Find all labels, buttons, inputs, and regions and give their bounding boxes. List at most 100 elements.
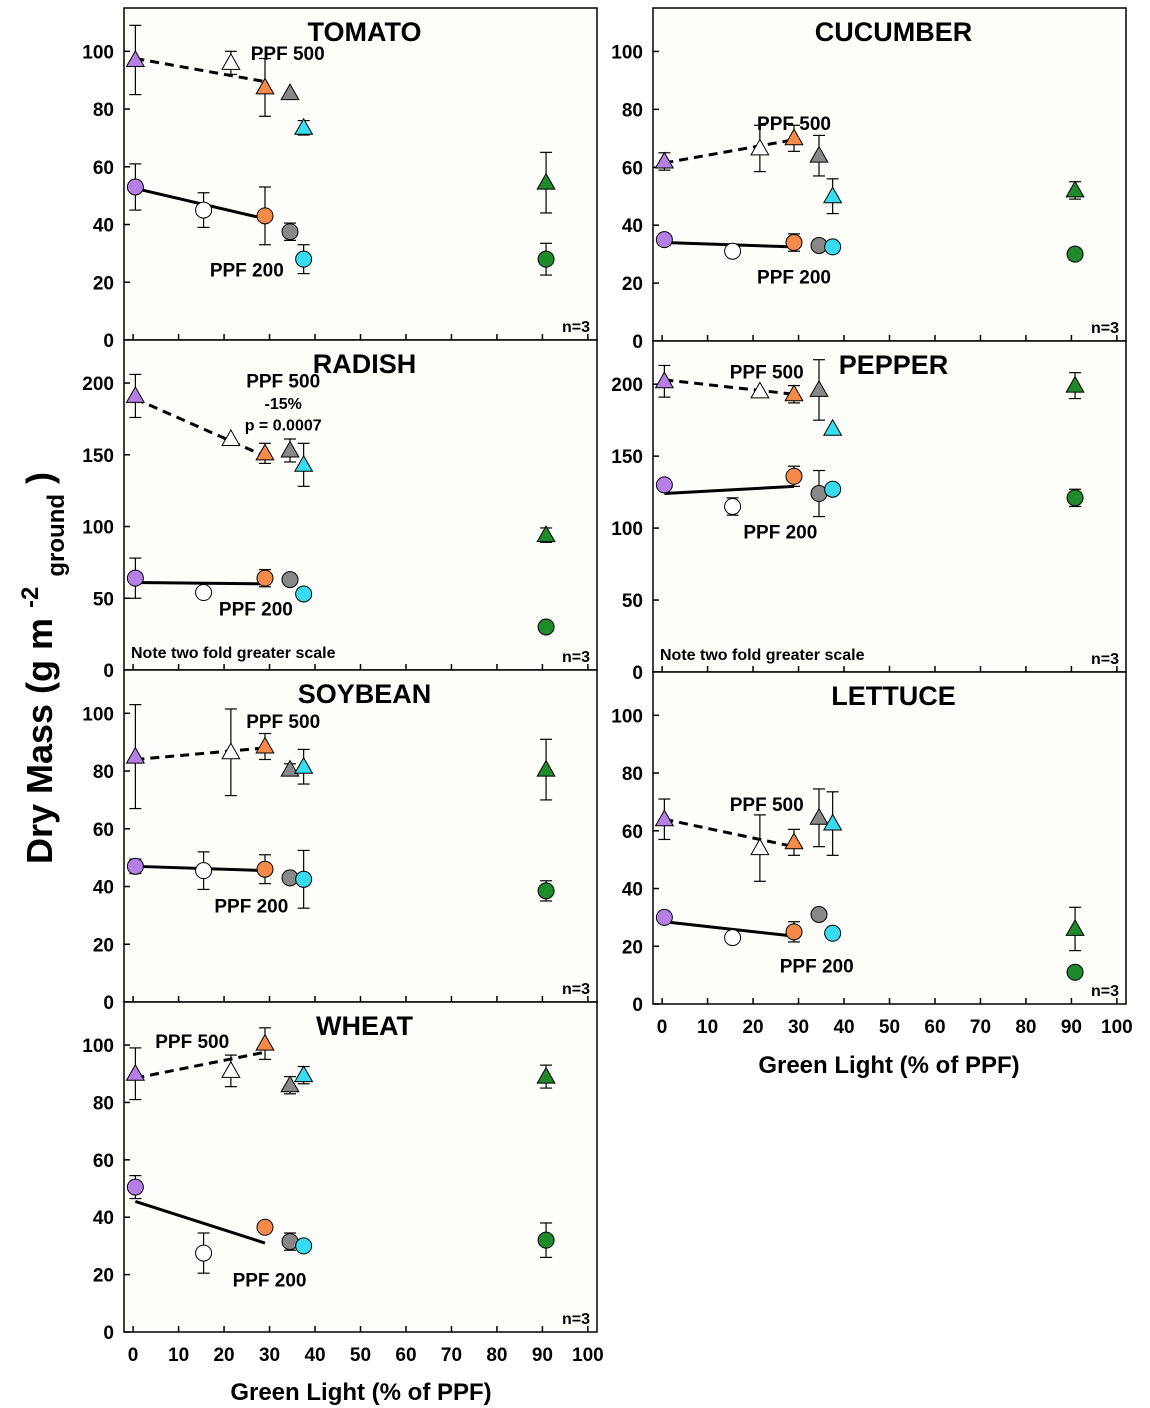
y-tick-label: 60 <box>93 158 114 179</box>
data-point-triangle <box>536 1066 556 1084</box>
plot-frame <box>123 7 598 341</box>
panel-cucumber: 0 20 40 60 80 100 CUCUMBER n=3 PPF 500 PPF 200 <box>611 7 1127 353</box>
data-point-circle <box>295 870 313 888</box>
panel-title: TOMATO <box>308 17 422 47</box>
y-axis-label-superscript: -2 <box>17 587 44 608</box>
y-tick-label: 0 <box>632 995 643 1016</box>
panel-title: PEPPER <box>839 350 949 380</box>
x-tick-label: 90 <box>532 1345 553 1366</box>
data-point-triangle <box>1065 918 1085 936</box>
data-point-circle <box>295 1237 313 1255</box>
data-point-circle <box>195 862 213 880</box>
y-tick-label: 200 <box>82 374 114 395</box>
y-tick-label: 50 <box>622 591 643 612</box>
data-point-triangle <box>221 742 241 760</box>
y-tick-label: 20 <box>93 1266 114 1287</box>
y-tick-label: 80 <box>93 1093 114 1114</box>
data-point-triangle <box>809 807 829 825</box>
annotation-label: PPF 200 <box>219 600 293 621</box>
annotation-label: p = 0.0007 <box>245 418 322 435</box>
x-tick-label: 80 <box>1015 1017 1036 1038</box>
data-point-triangle <box>750 838 770 856</box>
x-tick-label: 0 <box>128 1345 139 1366</box>
data-point-triangle <box>255 736 275 754</box>
data-point-circle <box>724 498 742 515</box>
n-label: n=3 <box>562 319 590 336</box>
data-point-triangle <box>125 1063 146 1081</box>
data-point-circle <box>126 178 144 196</box>
data-point-circle <box>824 238 842 256</box>
x-tick-label: 20 <box>213 1345 234 1366</box>
y-tick-label: 40 <box>93 216 114 237</box>
plot-frame <box>123 339 598 671</box>
fit-line-ppf-500 <box>664 138 795 165</box>
panel-title: LETTUCE <box>831 681 956 711</box>
data-point-triangle <box>822 186 843 204</box>
n-label: n=3 <box>562 649 590 666</box>
data-point-triangle <box>822 418 843 436</box>
plot-frame <box>652 7 1127 342</box>
annotation-label: PPF 200 <box>757 267 831 288</box>
y-tick-label: 100 <box>82 42 114 63</box>
annotation-label: PPF 500 <box>246 712 320 733</box>
annotation-label: PPF 500 <box>246 372 320 393</box>
y-tick-label: 60 <box>93 1151 114 1172</box>
panel-tomato: 0 20 40 60 80 100 TOMATO n=3 PPF 500 PPF 200 <box>82 7 598 352</box>
plot-frame <box>123 1001 598 1333</box>
x-tick-label: 40 <box>304 1345 325 1366</box>
data-point-circle <box>724 929 742 947</box>
data-point-circle <box>1066 963 1084 981</box>
x-tick-label: 90 <box>1061 1017 1082 1038</box>
y-axis-label-subscript: ground <box>43 494 70 577</box>
fit-line-ppf-500 <box>134 397 266 458</box>
data-point-circle <box>281 223 299 241</box>
annotation-label: PPF 200 <box>780 956 854 977</box>
n-label: n=3 <box>562 981 590 998</box>
n-label: n=3 <box>562 1311 590 1328</box>
y-tick-label: 0 <box>103 661 114 682</box>
plot-frame <box>652 671 1127 1005</box>
data-point-circle <box>537 250 555 268</box>
x-tick-label: 70 <box>970 1017 991 1038</box>
data-point-circle <box>295 250 313 268</box>
fit-line-ppf-500 <box>664 378 795 396</box>
y-tick-label: 100 <box>82 704 114 725</box>
data-point-circle <box>537 618 555 636</box>
panel-title: WHEAT <box>316 1011 413 1041</box>
annotation-label: PPF 500 <box>251 44 325 65</box>
panel-radish: 0 50 100 150 200 RADISH n=3 Note two fold great… <box>82 339 598 682</box>
annotation-label: PPF 200 <box>233 1270 307 1291</box>
annotation-label: -15% <box>265 396 302 413</box>
panel-title: SOYBEAN <box>298 679 432 709</box>
scale-note: Note two fold greater scale <box>660 647 865 664</box>
y-tick-label: 20 <box>622 937 643 958</box>
annotation-label: PPF 500 <box>155 1032 229 1053</box>
data-point-triangle <box>221 52 241 70</box>
data-point-circle <box>785 234 803 252</box>
data-point-circle <box>824 480 842 498</box>
y-axis-label-main: Dry Mass (g m <box>19 618 60 864</box>
fit-line-ppf-200 <box>664 920 795 938</box>
x-tick-label: 60 <box>924 1017 945 1038</box>
y-tick-label: 60 <box>622 158 643 179</box>
plot-frame <box>652 340 1127 673</box>
y-tick-label: 100 <box>611 706 643 727</box>
x-tick-label: 30 <box>259 1345 280 1366</box>
y-tick-label: 80 <box>622 100 643 121</box>
y-tick-label: 60 <box>93 820 114 841</box>
fit-line-ppf-500 <box>664 817 795 849</box>
fit-line-ppf-200 <box>134 1200 266 1245</box>
data-point-circle <box>126 857 144 875</box>
plot-frame <box>123 669 598 1003</box>
x-tick-label: 20 <box>742 1017 763 1038</box>
fit-line-ppf-200 <box>135 580 266 586</box>
x-tick-label: 10 <box>697 1017 718 1038</box>
data-point-triangle <box>221 428 241 446</box>
data-point-triangle <box>536 525 556 543</box>
n-label: n=3 <box>1091 320 1119 337</box>
data-point-circle <box>1066 489 1084 507</box>
data-point-triangle <box>221 1060 241 1078</box>
data-point-circle <box>810 906 828 924</box>
x-axis-label-left: Green Light (% of PPF) <box>230 1379 491 1406</box>
